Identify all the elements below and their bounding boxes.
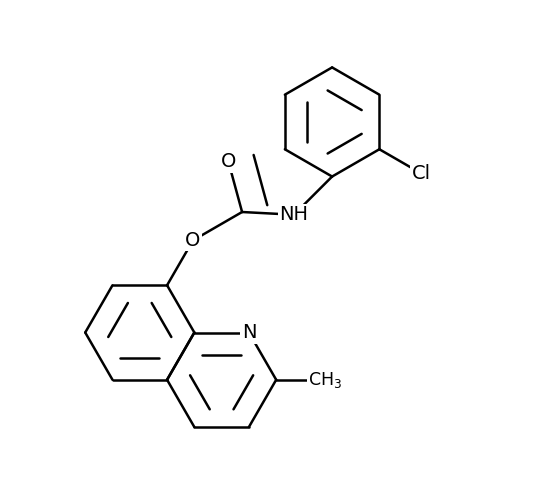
Text: N: N xyxy=(241,323,256,342)
Text: NH: NH xyxy=(279,205,309,224)
Text: CH$_3$: CH$_3$ xyxy=(308,370,342,390)
Text: O: O xyxy=(221,152,236,171)
Text: O: O xyxy=(185,231,201,250)
Text: Cl: Cl xyxy=(411,164,431,183)
